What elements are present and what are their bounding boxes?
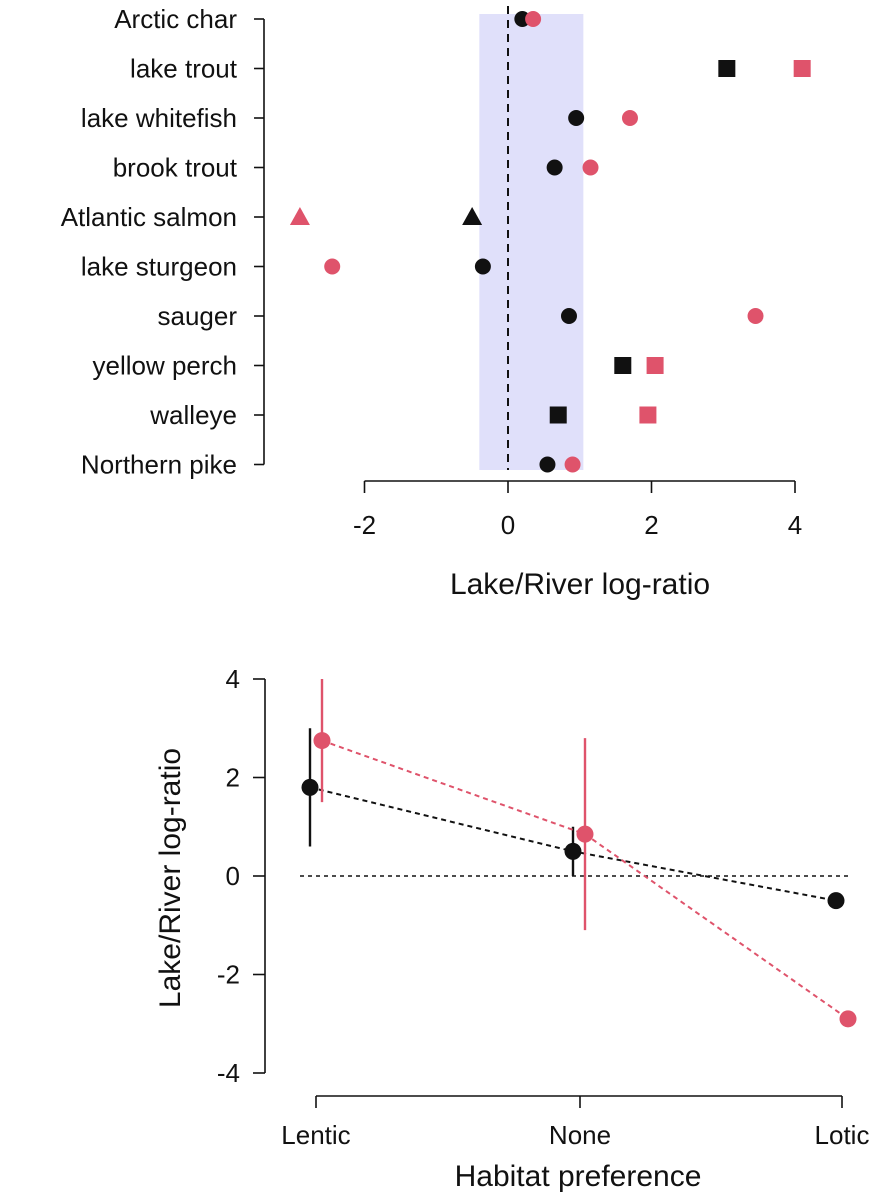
category-label: walleye bbox=[149, 400, 237, 430]
data-point bbox=[839, 1010, 857, 1028]
x-axis-title: Habitat preference bbox=[455, 1160, 702, 1193]
x-tick-label: Lotic bbox=[815, 1120, 870, 1150]
x-tick-label: -2 bbox=[353, 510, 376, 540]
data-point bbox=[614, 357, 632, 374]
x-axis-ticks: Lentic None Lotic bbox=[281, 1096, 869, 1150]
category-label: yellow perch bbox=[92, 351, 237, 381]
data-point bbox=[549, 406, 567, 424]
data-point bbox=[301, 778, 319, 796]
category-label: lake sturgeon bbox=[81, 252, 237, 282]
x-tick-label: Lentic bbox=[281, 1120, 350, 1150]
x-tick-label: None bbox=[549, 1120, 611, 1150]
data-points bbox=[289, 11, 811, 473]
x-tick-label: 0 bbox=[501, 510, 515, 540]
category-label: Arctic char bbox=[114, 4, 237, 34]
series-pink bbox=[313, 679, 857, 1028]
data-point bbox=[576, 825, 594, 843]
x-axis-ticks: -2 0 2 4 bbox=[353, 481, 802, 540]
y-tick-label: 0 bbox=[226, 861, 240, 891]
data-point bbox=[568, 110, 585, 126]
x-tick-label: 2 bbox=[644, 510, 658, 540]
y-tick-label: -2 bbox=[217, 960, 240, 990]
dot-chart-panel: Arctic char lake trout lake whitefish brook… bbox=[61, 4, 811, 601]
data-point bbox=[639, 406, 657, 424]
category-label: sauger bbox=[158, 301, 238, 331]
data-point bbox=[560, 308, 577, 324]
data-point bbox=[539, 456, 556, 473]
data-point bbox=[718, 60, 736, 77]
y-tick-label: -4 bbox=[217, 1058, 240, 1088]
category-label: lake trout bbox=[130, 54, 238, 84]
data-point bbox=[289, 207, 310, 225]
line-chart-panel: -4 -2 0 2 4 Lentic None Lotic Habitat preferen… bbox=[154, 664, 869, 1193]
data-point bbox=[621, 110, 638, 126]
y-axis-title: Lake/River log-ratio bbox=[154, 748, 187, 1008]
data-point bbox=[462, 207, 483, 225]
data-point bbox=[564, 456, 581, 473]
data-point bbox=[546, 159, 563, 176]
y-axis-ticks: -4 -2 0 2 4 bbox=[217, 664, 265, 1088]
data-point bbox=[474, 258, 491, 275]
y-tick-label: 2 bbox=[226, 763, 240, 793]
data-point bbox=[582, 159, 599, 176]
data-point bbox=[564, 842, 582, 860]
series-group bbox=[301, 679, 857, 1028]
data-point bbox=[324, 258, 341, 275]
data-point bbox=[313, 732, 331, 750]
category-labels: Arctic char lake trout lake whitefish brook… bbox=[61, 4, 264, 480]
category-label: lake whitefish bbox=[81, 103, 237, 133]
y-tick-label: 4 bbox=[226, 664, 240, 694]
data-point bbox=[827, 892, 845, 910]
data-point bbox=[793, 60, 811, 77]
category-label: brook trout bbox=[113, 153, 238, 183]
data-point bbox=[525, 11, 542, 27]
series-black bbox=[301, 728, 845, 910]
x-axis-title: Lake/River log-ratio bbox=[450, 568, 710, 601]
category-label: Northern pike bbox=[81, 450, 237, 480]
category-label: Atlantic salmon bbox=[61, 202, 237, 232]
x-tick-label: 4 bbox=[788, 510, 802, 540]
data-point bbox=[747, 308, 764, 324]
data-point bbox=[646, 357, 664, 374]
shaded-band bbox=[479, 14, 584, 470]
